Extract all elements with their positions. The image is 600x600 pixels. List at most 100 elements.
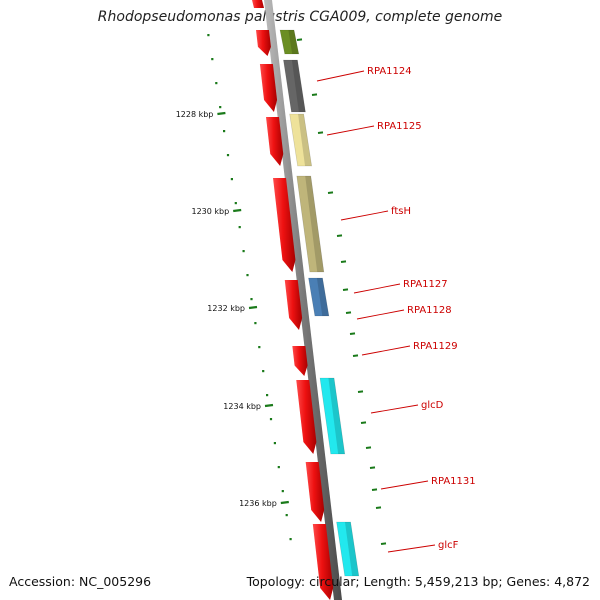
forward-strand-genes [256,30,334,600]
scale-dot [215,82,218,85]
scale-dot [219,106,222,109]
genome-title: Rhodopseudomonas palustris CGA009, compl… [97,9,503,25]
strand-tick [375,506,382,509]
forward-strand-gene-arrow[interactable] [273,178,296,272]
strand-tick [357,390,364,393]
kbp-tick-mark [280,500,289,505]
kbp-tick-mark [233,208,242,213]
strand-tick [317,131,324,134]
gene-leader-line [380,480,429,490]
strand-tick [296,38,303,41]
scale-dot [234,202,237,205]
scale-dot [226,154,230,157]
strand-tick [327,191,334,194]
gene-block-shade [305,176,324,272]
strand-tick [369,466,376,469]
gene-leader-line [316,70,365,82]
strand-tick [349,332,356,335]
gene-block-rpa1127[interactable] [308,277,330,317]
gene-leader-line [387,544,436,553]
gene-block-shade [291,60,306,112]
scale-dot [266,394,269,397]
gene-blocks [279,29,360,577]
gene-label-rpa1124[interactable]: RPA1124 [367,66,412,77]
kbp-tick-mark [248,305,258,310]
gene-block-shade [328,378,345,454]
strand-tick [352,354,359,357]
forward-strand-gene-arrow[interactable] [266,117,284,166]
gene-label-glcf[interactable]: glcF [438,540,459,551]
kbp-tick-label: 1230 kbp [191,207,229,216]
strand-tick [345,311,352,314]
gene-leader-line [340,210,389,221]
scale-dot [289,538,292,541]
scale-dot [262,370,265,373]
gene-block-shade [344,522,359,576]
forward-strand-gene-arrow[interactable] [284,280,303,330]
strand-tick [311,93,318,96]
scale-dot [250,298,253,301]
gene-block-shade [316,278,329,316]
scale-dot [281,490,284,493]
gene-block-shade [298,114,312,166]
gene-block-ftsh[interactable] [296,175,325,273]
forward-strand-gene-arrow[interactable] [292,346,308,376]
gene-leader-line [353,283,401,294]
scale-dot [285,514,288,517]
gene-block-rpa1125[interactable] [289,113,312,167]
gene-block-glcd[interactable] [319,377,346,455]
scale-dot [223,130,226,133]
right-ticks [296,38,387,545]
kbp-scale: 1228 kbp 1230 kbp 1232 kbp 1234 kbp 1236 kbp [176,34,292,541]
strand-tick [380,542,387,545]
strand-tick [371,488,378,491]
strand-tick [340,260,347,263]
scale-dot [246,274,249,277]
gene-block-partial[interactable] [279,29,300,55]
gene-block-shade [288,30,299,54]
genome-backbone [264,0,342,600]
gene-label-rpa1128[interactable]: RPA1128 [407,305,452,316]
gene-label-rpa1125[interactable]: RPA1125 [377,121,422,132]
kbp-tick-label: 1236 kbp [239,499,277,508]
gene-leader-line [356,309,405,320]
strand-tick [342,288,349,291]
kbp-tick-label: 1234 kbp [223,402,261,411]
gene-label-ftsh[interactable]: ftsH [391,206,411,217]
forward-strand-gene-arrow[interactable] [296,380,317,454]
forward-strand-gene-arrow[interactable] [259,64,278,112]
scale-dot [242,250,245,253]
forward-strand-gene-arrow[interactable] [256,30,271,56]
gene-label-glcd[interactable]: glcD [421,400,444,411]
strand-tick [365,446,372,449]
gene-label-rpa1127[interactable]: RPA1127 [403,279,448,290]
kbp-tick-mark [264,403,274,408]
accession-label: Accession: NC_005296 [9,574,152,589]
scale-dot [211,58,214,61]
scale-dot [238,226,241,229]
gene-leader-line [361,345,411,356]
kbp-tick-label: 1232 kbp [207,304,245,313]
gene-leader-line [326,125,375,136]
strand-tick [336,234,343,237]
forward-strand-gene-arrow[interactable] [305,462,325,522]
kbp-tick-mark [217,111,226,116]
scale-dot [207,34,210,37]
genome-summary: Topology: circular; Length: 5,459,213 bp… [246,574,590,589]
gene-block-rpa1124[interactable] [283,59,306,113]
kbp-tick-label: 1228 kbp [176,110,214,119]
gene-label-rpa1129[interactable]: RPA1129 [413,341,458,352]
gene-label-rpa1131[interactable]: RPA1131 [431,476,476,487]
forward-strand-gene-arrow[interactable] [312,524,334,600]
gene-leader-line [370,404,419,414]
scale-dot [258,346,261,349]
gene-block-glcf[interactable] [336,521,360,577]
gene-labels: RPA1124 RPA1125 ftsH RPA1127 RPA1128 RPA1129 g… [316,66,476,553]
strand-tick [360,421,367,424]
scale-dot [277,466,280,469]
partial-gene-arrow-top [252,0,264,8]
scale-dot [230,178,233,181]
scale-dot [254,322,257,325]
